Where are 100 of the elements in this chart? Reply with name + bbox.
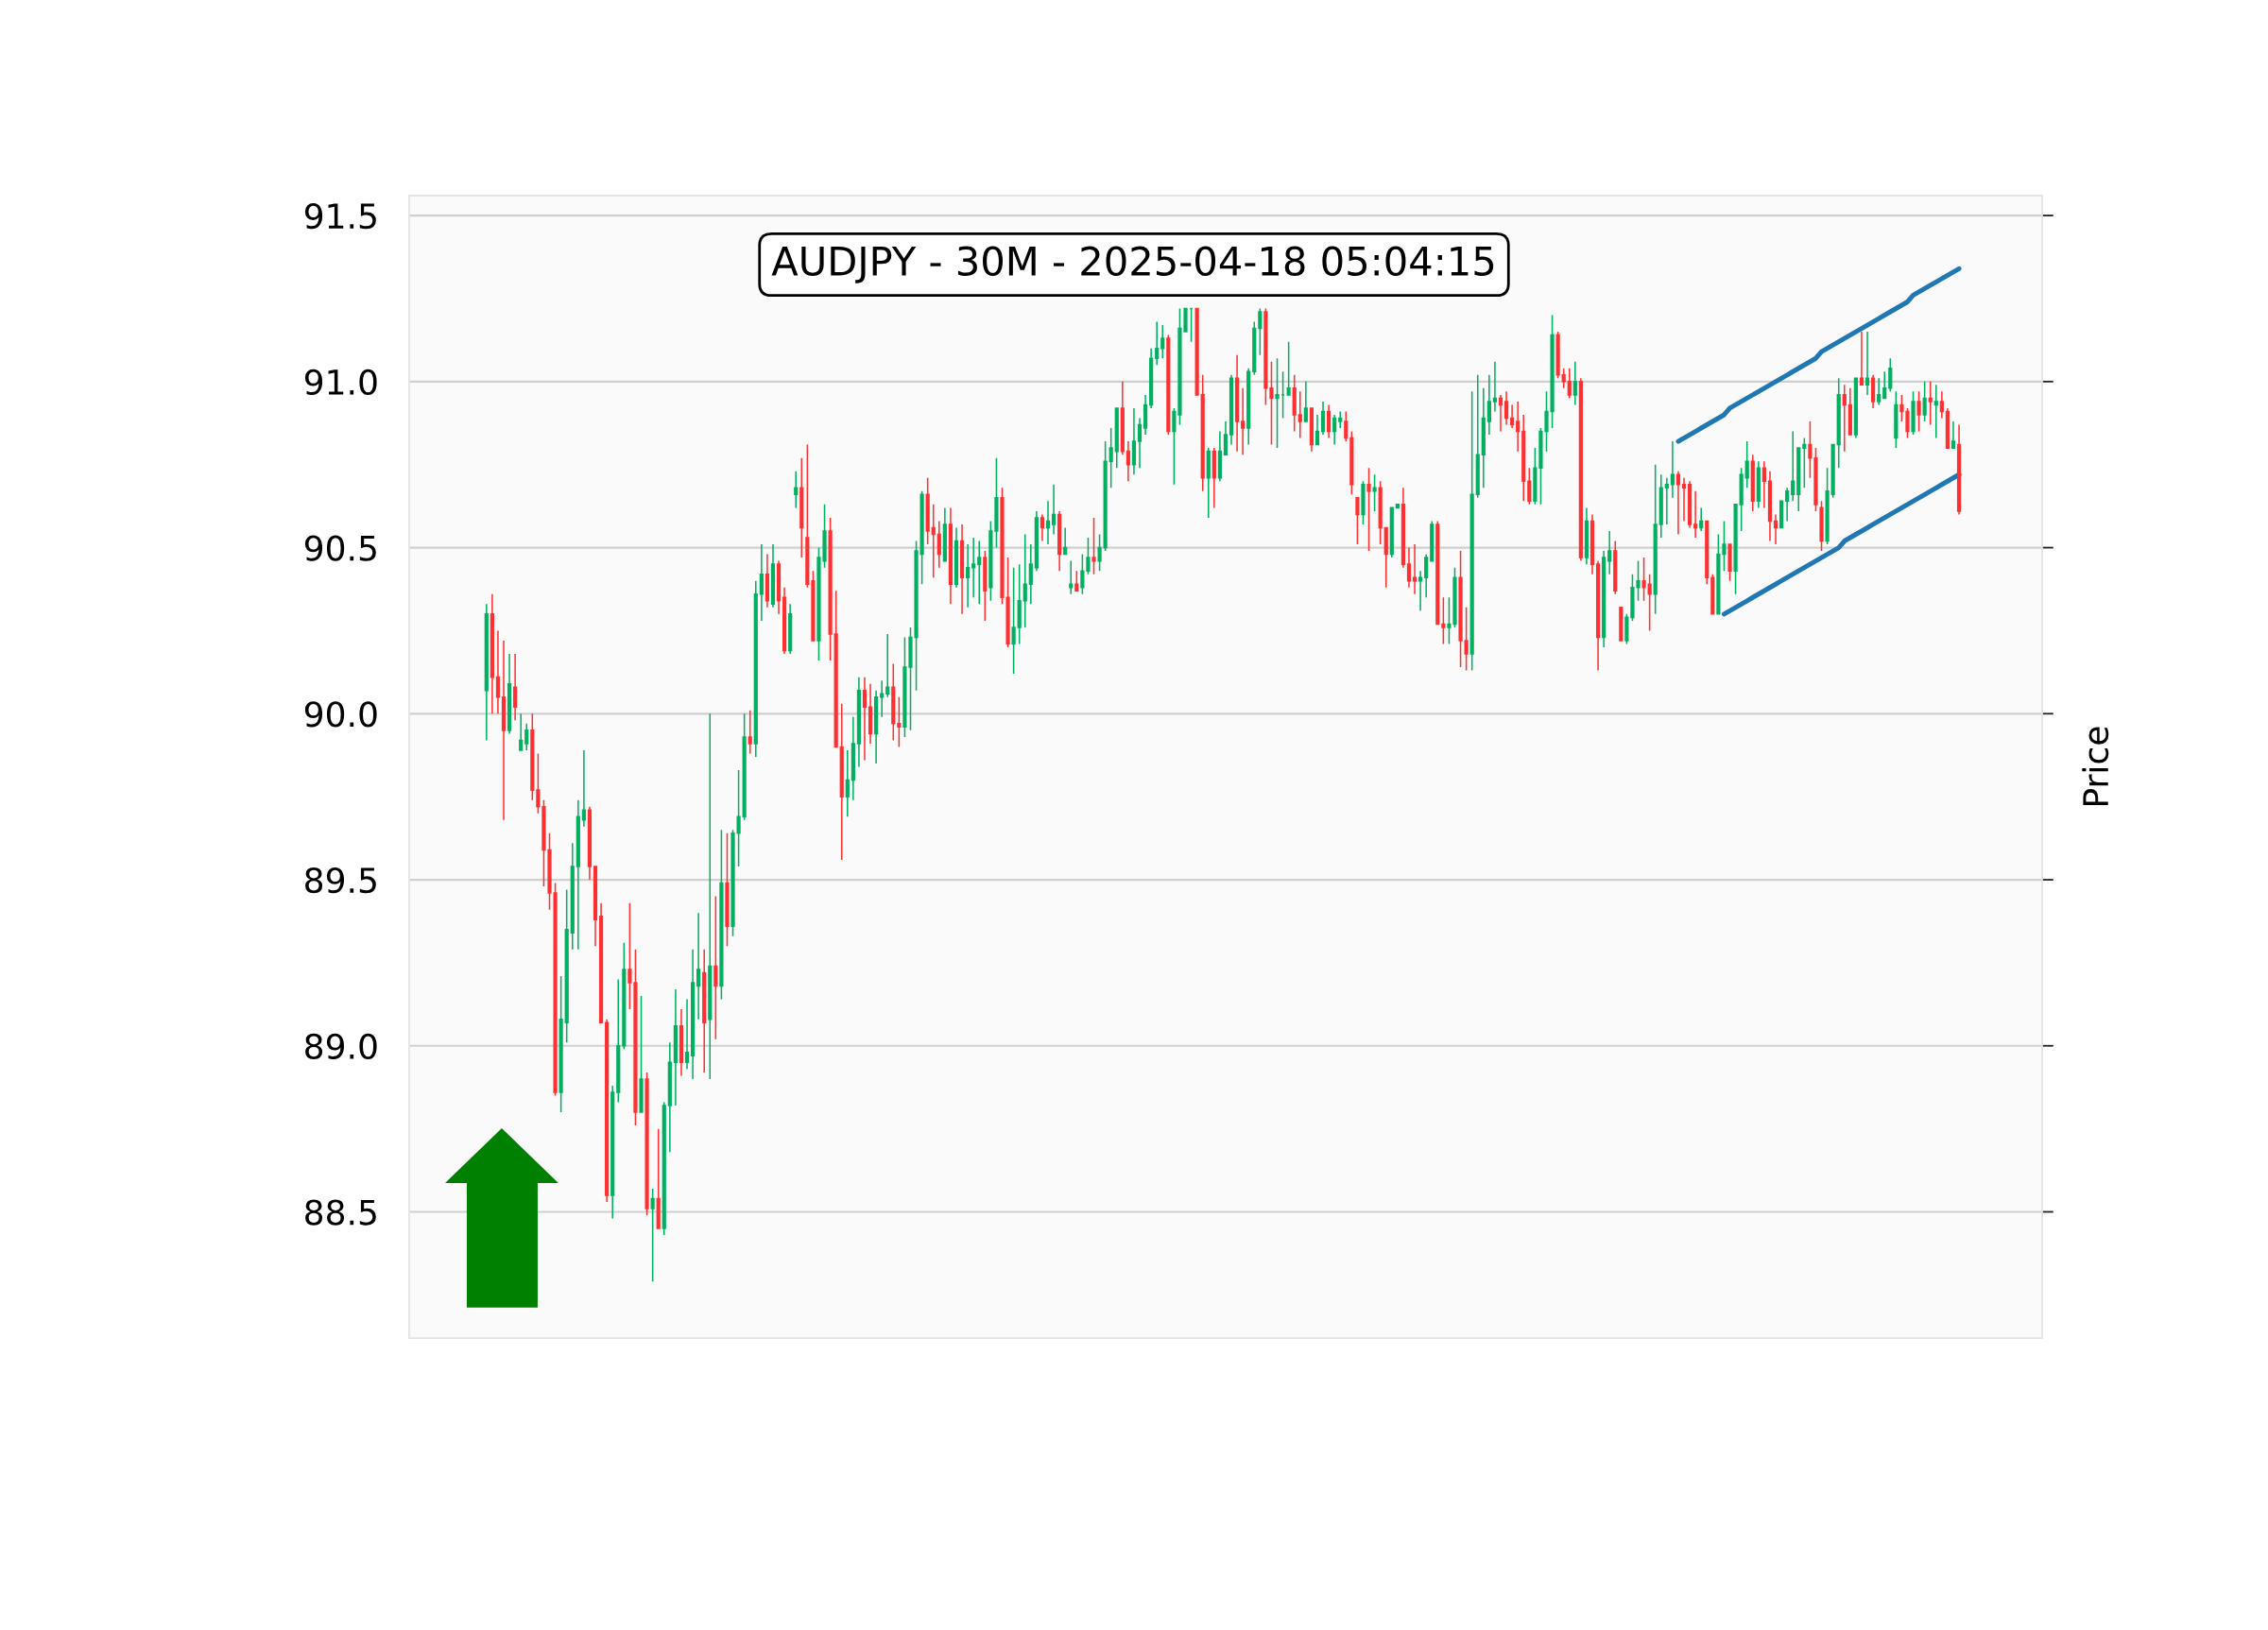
candlestick	[639, 995, 644, 1113]
candlestick	[1372, 473, 1377, 512]
candlestick	[593, 866, 598, 948]
candlestick	[616, 978, 621, 1104]
candlestick	[484, 603, 489, 742]
candlestick	[1286, 340, 1291, 396]
candlestick	[880, 679, 885, 718]
candlestick	[1791, 430, 1796, 503]
candlestick	[1681, 476, 1687, 523]
candlestick	[1040, 513, 1045, 542]
candlestick	[776, 559, 782, 615]
candlestick	[1297, 390, 1302, 439]
candlestick	[1086, 537, 1091, 575]
candlestick	[942, 506, 947, 562]
candlestick	[788, 603, 793, 655]
candlestick	[1464, 607, 1469, 672]
candlestick	[1664, 476, 1669, 525]
candlestick	[1882, 370, 1887, 400]
candlestick	[1223, 420, 1228, 455]
candlestick	[1131, 407, 1137, 475]
candlestick	[1314, 414, 1320, 446]
candlestick	[1063, 526, 1068, 556]
candlestick	[536, 752, 541, 815]
candlestick	[1808, 420, 1813, 479]
candlestick	[1928, 381, 1933, 426]
candlestick	[1211, 447, 1216, 509]
candlestick	[1400, 487, 1406, 569]
candlestick	[1722, 520, 1727, 572]
candlestick	[696, 912, 701, 1021]
y-tick-label: 91.0	[304, 369, 377, 396]
candlestick	[1733, 504, 1738, 595]
candlestick	[1155, 320, 1160, 367]
candlestick	[1326, 403, 1332, 439]
candlestick	[1097, 533, 1102, 572]
y-tick-label: 91.5	[304, 203, 376, 230]
candlestick	[1406, 546, 1412, 589]
candlestick	[1744, 440, 1749, 489]
candlestick	[507, 653, 512, 735]
y-tick-label: 88.5	[305, 1199, 376, 1226]
y-axis-title: Price	[2082, 727, 2109, 806]
y-tick-label: 90.5	[304, 535, 376, 561]
candlestick	[1418, 570, 1423, 612]
candlestick	[1521, 414, 1526, 503]
candlestick	[1922, 381, 1927, 422]
candlestick	[650, 1188, 655, 1283]
candlestick	[959, 523, 965, 615]
candlestick	[524, 723, 529, 751]
candlestick	[1607, 530, 1612, 575]
candlestick	[1172, 407, 1177, 486]
candlestick	[1143, 394, 1148, 436]
candlestick	[1366, 467, 1371, 552]
candlestick	[1120, 381, 1125, 455]
candlestick	[794, 470, 799, 509]
candlestick	[1424, 553, 1429, 599]
candlestick	[1584, 506, 1589, 565]
candlestick	[1206, 447, 1211, 519]
candlestick	[1057, 510, 1062, 572]
candlestick	[1675, 470, 1681, 536]
candlestick	[1727, 543, 1732, 582]
candlestick	[725, 832, 730, 948]
candlestick	[570, 842, 575, 951]
candlestick	[1847, 387, 1852, 436]
candlestick	[856, 676, 862, 768]
candlestick	[885, 633, 890, 698]
candlestick	[1739, 467, 1744, 532]
candlestick	[1572, 360, 1577, 406]
candlestick	[1355, 497, 1360, 545]
candlestick	[656, 1127, 661, 1229]
candlestick	[501, 640, 507, 821]
text: AUDJPY - 30M - 2025-04-18 05:04:15	[771, 246, 1494, 283]
candlestick	[1080, 553, 1085, 595]
candlestick	[1241, 387, 1246, 455]
candlestick	[1561, 367, 1566, 389]
candlestick	[862, 676, 868, 762]
candlestick	[1641, 557, 1646, 602]
candlestick	[1045, 500, 1051, 545]
candlestick	[1217, 430, 1222, 483]
candlestick	[708, 712, 713, 1080]
candlestick	[1939, 390, 1944, 420]
candlestick	[667, 1041, 672, 1153]
candlestick	[1595, 559, 1601, 672]
candlestick	[581, 749, 586, 828]
candlestick	[490, 592, 494, 715]
candlestick	[1670, 440, 1675, 499]
candlestick	[1114, 407, 1119, 469]
candlestick	[839, 702, 844, 861]
candlestick	[495, 629, 501, 715]
candlestick	[948, 506, 954, 606]
candlestick	[811, 570, 816, 642]
candlestick	[897, 695, 902, 748]
candlestick	[1275, 357, 1280, 449]
candlestick	[1589, 513, 1595, 575]
y-tick-label: 89.5	[305, 866, 376, 894]
candlestick	[1189, 307, 1194, 343]
candlestick	[1258, 307, 1263, 356]
candlestick	[513, 653, 518, 722]
candlestick	[874, 689, 879, 764]
candlestick	[1870, 374, 1876, 409]
candlestick	[1246, 367, 1251, 446]
candlestick	[576, 798, 580, 951]
